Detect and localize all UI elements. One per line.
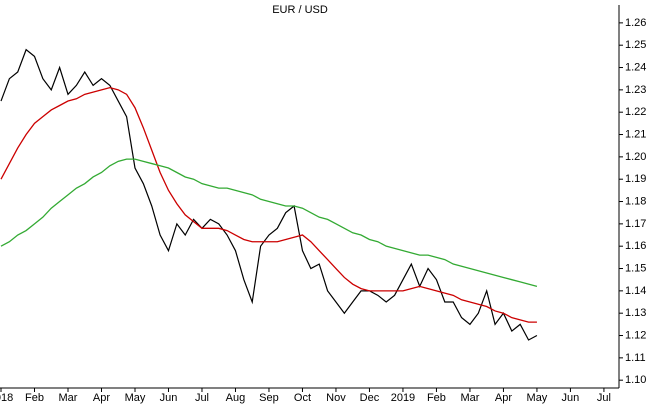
- y-tick-label: 1.26: [625, 17, 646, 29]
- y-tick-label: 1.10: [625, 374, 646, 386]
- x-tick-label: Nov: [326, 392, 346, 404]
- y-tick-label: 1.17: [625, 218, 646, 230]
- x-tick-label: Jun: [562, 392, 580, 404]
- x-tick-label: 2019: [391, 392, 415, 404]
- y-tick-label: 1.24: [625, 61, 646, 73]
- x-tick-label: May: [527, 392, 548, 404]
- chart-title: EUR / USD: [272, 4, 328, 16]
- y-tick-label: 1.19: [625, 173, 646, 185]
- y-tick-label: 1.23: [625, 84, 646, 96]
- x-tick-label: Apr: [495, 392, 512, 404]
- x-tick-label: 2018: [0, 392, 13, 404]
- y-tick-label: 1.12: [625, 329, 646, 341]
- x-tick-label: Sep: [259, 392, 279, 404]
- y-tick-label: 1.14: [625, 285, 646, 297]
- series-line: [0, 48, 538, 341]
- y-tick-label: 1.18: [625, 195, 646, 207]
- series-line: [0, 86, 537, 323]
- x-tick-label: Mar: [59, 392, 78, 404]
- series-line: [0, 158, 538, 288]
- y-tick-label: 1.13: [625, 307, 646, 319]
- x-tick-label: Dec: [360, 392, 380, 404]
- y-tick-label: 1.16: [625, 240, 646, 252]
- x-tick-label: Oct: [294, 392, 311, 404]
- y-tick-label: 1.22: [625, 106, 646, 118]
- y-tick-label: 1.21: [625, 128, 646, 140]
- x-tick-label: Mar: [460, 392, 479, 404]
- x-tick-label: May: [125, 392, 146, 404]
- x-tick-label: Jul: [597, 392, 611, 404]
- x-tick-label: Feb: [427, 392, 446, 404]
- x-tick-label: Aug: [226, 392, 246, 404]
- y-tick-label: 1.11: [625, 352, 646, 364]
- y-tick-label: 1.20: [625, 151, 646, 163]
- y-tick-label: 1.15: [625, 262, 646, 274]
- x-tick-label: Jun: [160, 392, 178, 404]
- x-tick-label: Apr: [93, 392, 110, 404]
- x-tick-label: Jul: [195, 392, 209, 404]
- y-tick-label: 1.25: [625, 39, 646, 51]
- x-tick-label: Feb: [25, 392, 44, 404]
